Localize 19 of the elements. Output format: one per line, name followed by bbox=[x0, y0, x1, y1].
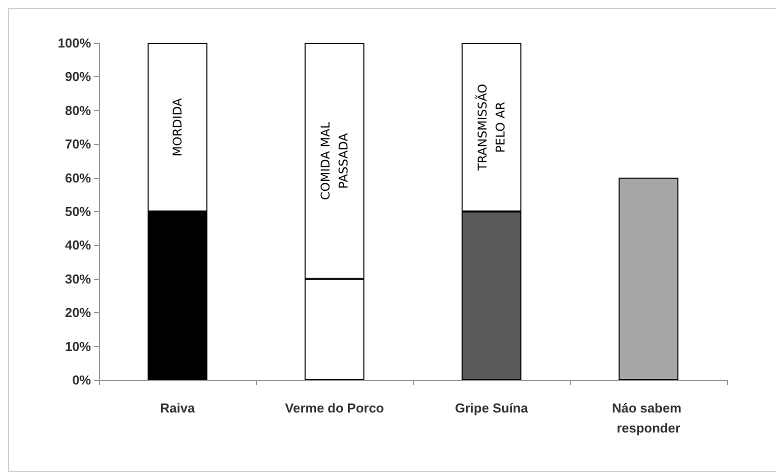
x-tick-label: Gripe Suína bbox=[455, 400, 529, 416]
y-tick-label: 60% bbox=[64, 170, 92, 186]
y-tick-label: 90% bbox=[64, 69, 92, 84]
y-tick-label: 50% bbox=[64, 204, 92, 219]
annotation: COMIDA MAL PASSADA bbox=[318, 122, 350, 200]
y-tick-label: 30% bbox=[64, 271, 92, 286]
y-tick-label: 20% bbox=[64, 305, 92, 320]
x-tick-label: Verme do Porco bbox=[285, 400, 384, 416]
y-tick-label: 80% bbox=[64, 102, 92, 118]
x-tick-label: Raiva bbox=[160, 400, 196, 416]
y-tick-label: 10% bbox=[64, 338, 92, 354]
annotation: TRANSMISSÃO PELO AR bbox=[474, 84, 508, 172]
x-tick-label: Náo sabem responder bbox=[612, 400, 685, 436]
y-tick-label: 0% bbox=[72, 372, 92, 388]
y-tick-label: 100% bbox=[58, 36, 92, 50]
y-tick-label: 70% bbox=[64, 136, 92, 152]
y-tick-label: 40% bbox=[64, 238, 92, 253]
annotation: MORDIDA bbox=[170, 97, 184, 156]
bar bbox=[618, 178, 678, 380]
